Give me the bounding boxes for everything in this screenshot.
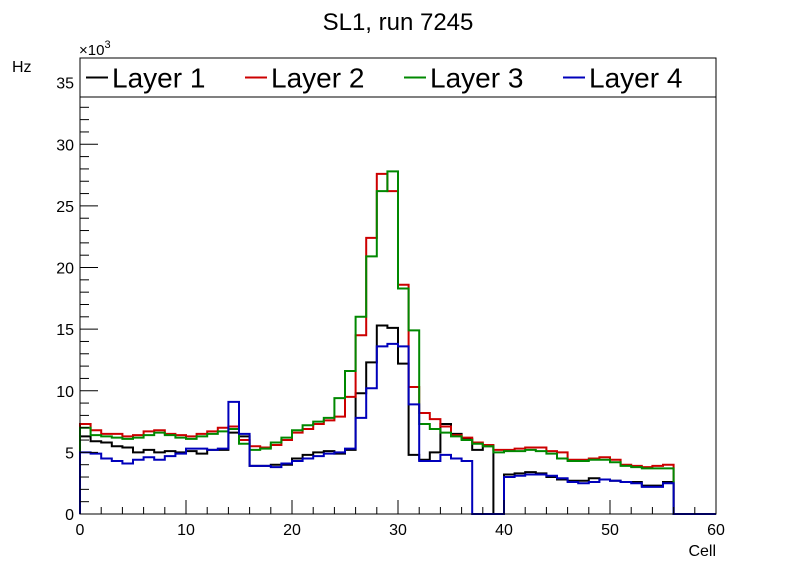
y-axis-label: Hz [12,59,32,76]
x-tick-label: 60 [707,522,725,539]
series-line-layer-4 [79,342,716,515]
legend-label-layer-4: Layer 4 [589,63,682,94]
y-tick-label: 25 [56,199,74,216]
series-layer [79,170,716,515]
y-multiplier-label: ×103 [79,39,111,59]
chart-title: SL1, run 7245 [323,9,474,36]
x-axis-label: Cell [688,543,716,560]
x-tick-label: 20 [283,522,301,539]
series-line-layer-3 [79,170,716,515]
y-tick-label: 35 [56,76,74,93]
y-tick-label: 20 [56,261,74,278]
legend-box [79,57,717,98]
x-tick-label: 40 [495,522,513,539]
legend: Layer 1 Layer 2 Layer 3 Layer 4 [79,57,717,98]
y-tick-label: 5 [65,445,74,462]
y-tick-label: 10 [56,384,74,401]
x-tick-label: 10 [177,522,195,539]
y-tick-label: 15 [56,322,74,339]
y-tick-label: 30 [56,137,74,154]
legend-label-layer-3: Layer 3 [430,63,523,94]
x-tick-label: 30 [389,522,407,539]
x-tick-label: 0 [76,522,85,539]
y-multiplier-base: ×10 [79,42,104,59]
y-tick-label: 0 [65,507,74,524]
x-tick-label: 50 [601,522,619,539]
legend-label-layer-2: Layer 2 [271,63,364,94]
series-line-layer-1 [79,324,716,515]
y-multiplier-exponent: 3 [104,39,110,51]
legend-label-layer-1: Layer 1 [112,63,205,94]
axes-layer: 0 10 20 30 40 50 60 0 5 10 15 20 25 30 35 [56,57,725,539]
